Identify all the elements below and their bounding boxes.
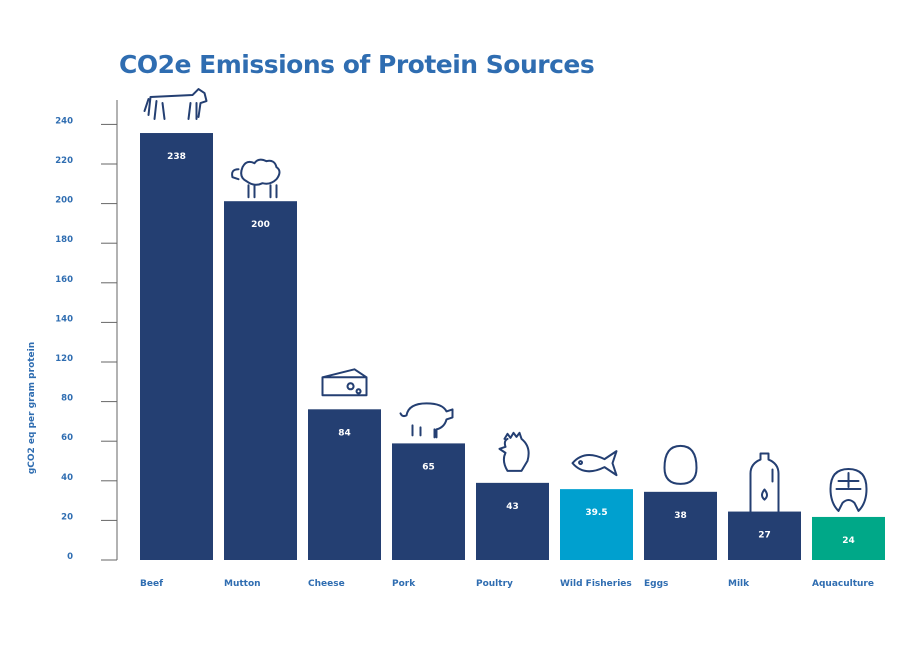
- bar-poultry: [476, 482, 549, 560]
- cheese-icon: [321, 368, 368, 397]
- y-tick-label: 40: [61, 473, 73, 483]
- bar-pork: [392, 443, 465, 560]
- y-tick-label: 200: [55, 196, 73, 206]
- x-tick-label: Wild Fisheries: [560, 579, 632, 589]
- chicken-icon: [498, 431, 530, 472]
- fish-icon: [571, 450, 618, 477]
- milk-bottle-icon: [749, 452, 780, 515]
- y-tick-label: 180: [55, 235, 73, 245]
- y-tick-label: 0: [67, 552, 73, 562]
- x-tick-label: Aquaculture: [812, 579, 874, 589]
- x-tick-label: Milk: [728, 579, 750, 589]
- data-label: 84: [338, 428, 351, 438]
- x-tick-label: Cheese: [308, 579, 345, 589]
- bar-mutton: [224, 201, 297, 560]
- pig-icon: [399, 402, 454, 439]
- y-tick-label: 60: [61, 433, 73, 443]
- x-tick-label: Beef: [140, 579, 163, 589]
- data-label: 200: [251, 220, 270, 230]
- y-tick-label: 240: [55, 116, 73, 126]
- y-tick-label: 220: [55, 156, 73, 166]
- data-label: 27: [758, 531, 771, 541]
- data-label: 238: [167, 152, 186, 162]
- bar-milk: [728, 511, 801, 560]
- cow-icon: [143, 88, 208, 121]
- data-label: 43: [506, 502, 519, 512]
- sheep-icon: [231, 158, 281, 199]
- x-tick-label: Pork: [392, 579, 416, 589]
- bar-wild-fisheries: [560, 489, 633, 560]
- bar-beef: [140, 133, 213, 560]
- x-tick-label: Poultry: [476, 579, 513, 589]
- x-tick-label: Mutton: [224, 579, 261, 589]
- chart-title: CO2e Emissions of Protein Sources: [119, 50, 595, 79]
- y-tick-label: 160: [55, 275, 73, 285]
- data-label: 38: [674, 511, 687, 521]
- x-tick-label: Eggs: [644, 579, 668, 589]
- data-label: 65: [422, 462, 435, 472]
- y-tick-label: 80: [61, 394, 73, 404]
- salmon-steak-icon: [829, 467, 868, 512]
- bar-aquaculture: [812, 516, 885, 560]
- data-label: 24: [842, 536, 855, 546]
- bar-eggs: [644, 491, 717, 560]
- data-label: 39.5: [585, 508, 607, 518]
- y-tick-label: 140: [55, 314, 73, 324]
- y-tick-label: 20: [61, 512, 73, 522]
- bar-cheese: [308, 409, 381, 560]
- egg-icon: [663, 444, 698, 485]
- y-tick-label: 120: [55, 354, 73, 364]
